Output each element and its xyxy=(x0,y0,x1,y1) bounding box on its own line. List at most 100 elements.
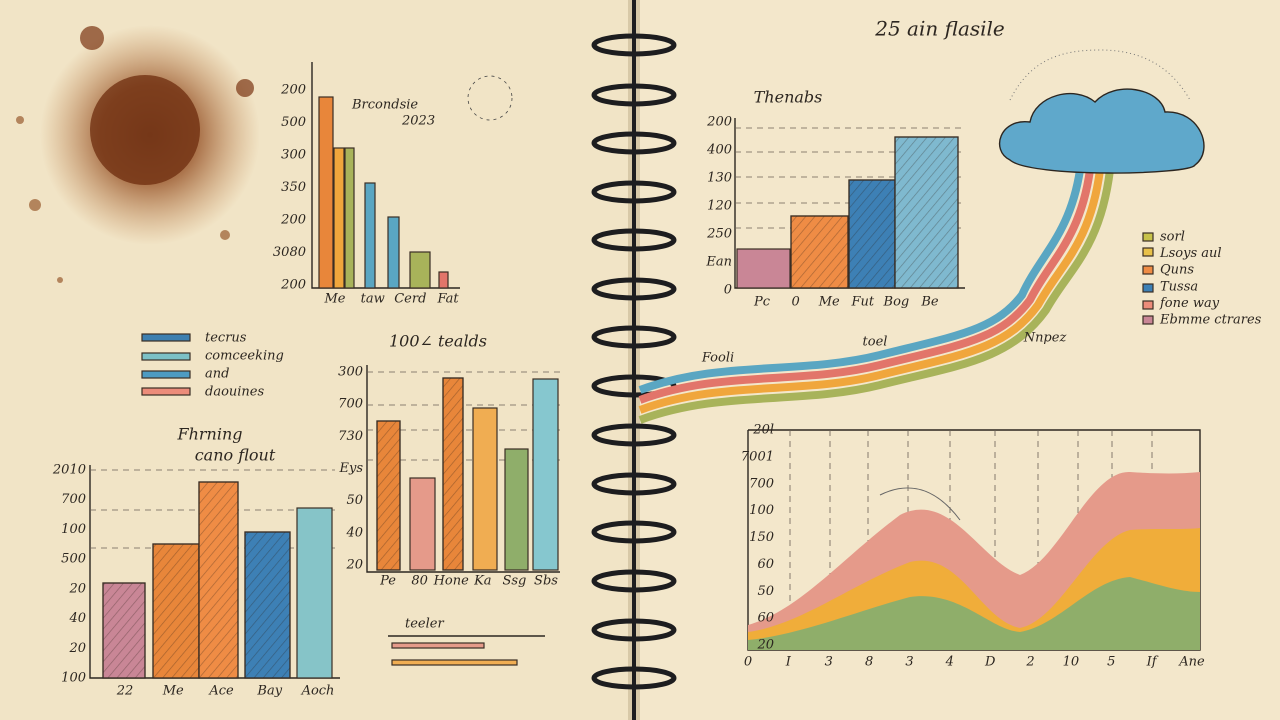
chart4: Thenabs xyxy=(734,88,965,289)
y-tick-label: Ean xyxy=(705,255,732,270)
y-tick-label: 3080 xyxy=(273,245,306,260)
y-tick-label: 40 xyxy=(345,525,363,540)
small-chart: teeler xyxy=(388,617,545,666)
chart-title: cano flout xyxy=(195,446,276,465)
y-tick-label: 100 xyxy=(61,671,86,686)
x-tick-label: Ane xyxy=(1178,655,1205,670)
legend-label: fone way xyxy=(1159,296,1220,311)
y-tick-label: 100 xyxy=(61,522,86,537)
y-tick-label: 20 xyxy=(756,638,774,653)
chart-label: Brcondsie xyxy=(351,98,418,113)
x-tick-label: Aoch xyxy=(301,684,335,699)
x-tick-label: 3 xyxy=(905,655,913,670)
y-tick-label: 20 xyxy=(345,558,363,573)
x-tick-label: Bay xyxy=(256,684,282,699)
x-tick-label: Me xyxy=(818,295,840,310)
y-tick-label: 0 xyxy=(724,283,732,298)
legend-label: and xyxy=(205,367,229,382)
annotation: Fooli xyxy=(701,351,734,366)
x-tick-label: Be xyxy=(920,295,939,310)
x-tick-label: Ace xyxy=(208,684,234,699)
chart-title: 100∠ tealds xyxy=(389,332,487,351)
y-tick-label: 700 xyxy=(749,476,774,491)
y-tick-label: 300 xyxy=(281,148,306,163)
x-tick-label: 22 xyxy=(116,684,134,699)
y-tick-label: 700 xyxy=(61,492,86,507)
y-tick-label: 50 xyxy=(346,493,363,508)
chart-title: Fhrning xyxy=(176,425,242,444)
x-tick-label: Fut xyxy=(850,295,874,310)
annotation: Nnpez xyxy=(1023,331,1067,346)
chart-title: teeler xyxy=(405,617,444,632)
y-tick-label: 300 xyxy=(338,365,363,380)
x-tick-label: 2 xyxy=(1025,655,1034,670)
y-tick-label: 500 xyxy=(61,552,86,567)
x-tick-label: Fat xyxy=(436,292,459,307)
x-tick-label: Bog xyxy=(883,295,910,310)
x-tick-label: taw xyxy=(361,292,385,307)
legend-label: Quns xyxy=(1160,263,1194,278)
y-tick-label: 500 xyxy=(281,115,306,130)
x-tick-label: 0 xyxy=(791,295,799,310)
y-tick-label: 2010 xyxy=(52,463,86,478)
chart2: 100∠ tealds xyxy=(366,332,560,573)
x-tick-label: Me xyxy=(323,292,345,307)
chart-title: Thenabs xyxy=(754,88,823,107)
spiral xyxy=(591,0,677,720)
cloud-rainbow xyxy=(638,49,1205,424)
x-tick-label: 10 xyxy=(1063,655,1080,670)
chart1: Brcondsie 2023 xyxy=(311,62,513,289)
x-tick-label: 8 xyxy=(865,655,873,670)
y-tick-label: Eys xyxy=(338,461,363,476)
x-tick-label: Hone xyxy=(433,574,470,589)
y-tick-label: 200 xyxy=(706,115,732,130)
x-tick-label: If xyxy=(1146,655,1159,670)
y-tick-label: 120 xyxy=(707,199,732,214)
y-tick-label: 700 xyxy=(338,397,363,412)
y-tick-label: 350 xyxy=(281,180,306,195)
x-tick-label: 80 xyxy=(411,574,428,589)
x-tick-label: Cerd xyxy=(394,292,426,307)
y-tick-label: 40 xyxy=(68,611,86,626)
x-tick-label: Sbs xyxy=(534,574,558,589)
y-tick-label: 20 xyxy=(68,581,86,596)
page-title: 25 ain flasile xyxy=(874,17,1005,41)
y-tick-label: 200 xyxy=(280,83,306,98)
x-tick-label: I xyxy=(785,655,792,670)
x-tick-label: Ssg xyxy=(502,574,526,589)
y-tick-label: 100 xyxy=(749,503,774,518)
legend-label: sorl xyxy=(1160,230,1185,245)
y-tick-label: 20 xyxy=(68,641,86,656)
chart-label: 2023 xyxy=(401,114,435,129)
legend-label: Lsoys aul xyxy=(1159,246,1222,261)
legend-label: daouines xyxy=(205,385,264,400)
legend-left xyxy=(141,333,191,396)
legend-right xyxy=(1142,232,1154,325)
y-tick-label: 200 xyxy=(280,213,306,228)
x-tick-label: 4 xyxy=(945,655,954,670)
x-tick-label: Pc xyxy=(753,295,771,310)
coffee-stain xyxy=(16,25,260,283)
legend-label: Ebmme ctrares xyxy=(1159,313,1262,328)
x-tick-label: D xyxy=(984,655,996,670)
y-tick-label: 730 xyxy=(338,429,363,444)
x-tick-label: Pe xyxy=(379,574,396,589)
annotation: toel xyxy=(863,335,888,350)
chart5 xyxy=(747,429,1201,651)
x-tick-label: Me xyxy=(162,684,184,699)
chart3: Fhrning cano flout xyxy=(89,425,340,679)
y-tick-label: 60 xyxy=(757,611,774,626)
legend-label: Tussa xyxy=(1160,279,1198,294)
y-tick-label: 150 xyxy=(749,530,774,545)
y-tick-label: 20l xyxy=(752,423,774,438)
legend-label: comceeking xyxy=(205,349,284,364)
x-tick-label: 5 xyxy=(1107,655,1115,670)
x-tick-label: Ka xyxy=(473,574,491,589)
y-tick-label: 200 xyxy=(280,278,306,293)
y-tick-label: 50 xyxy=(757,584,774,599)
y-tick-label: 7001 xyxy=(741,449,774,464)
legend-label: tecrus xyxy=(205,331,247,346)
y-tick-label: 60 xyxy=(757,557,774,572)
